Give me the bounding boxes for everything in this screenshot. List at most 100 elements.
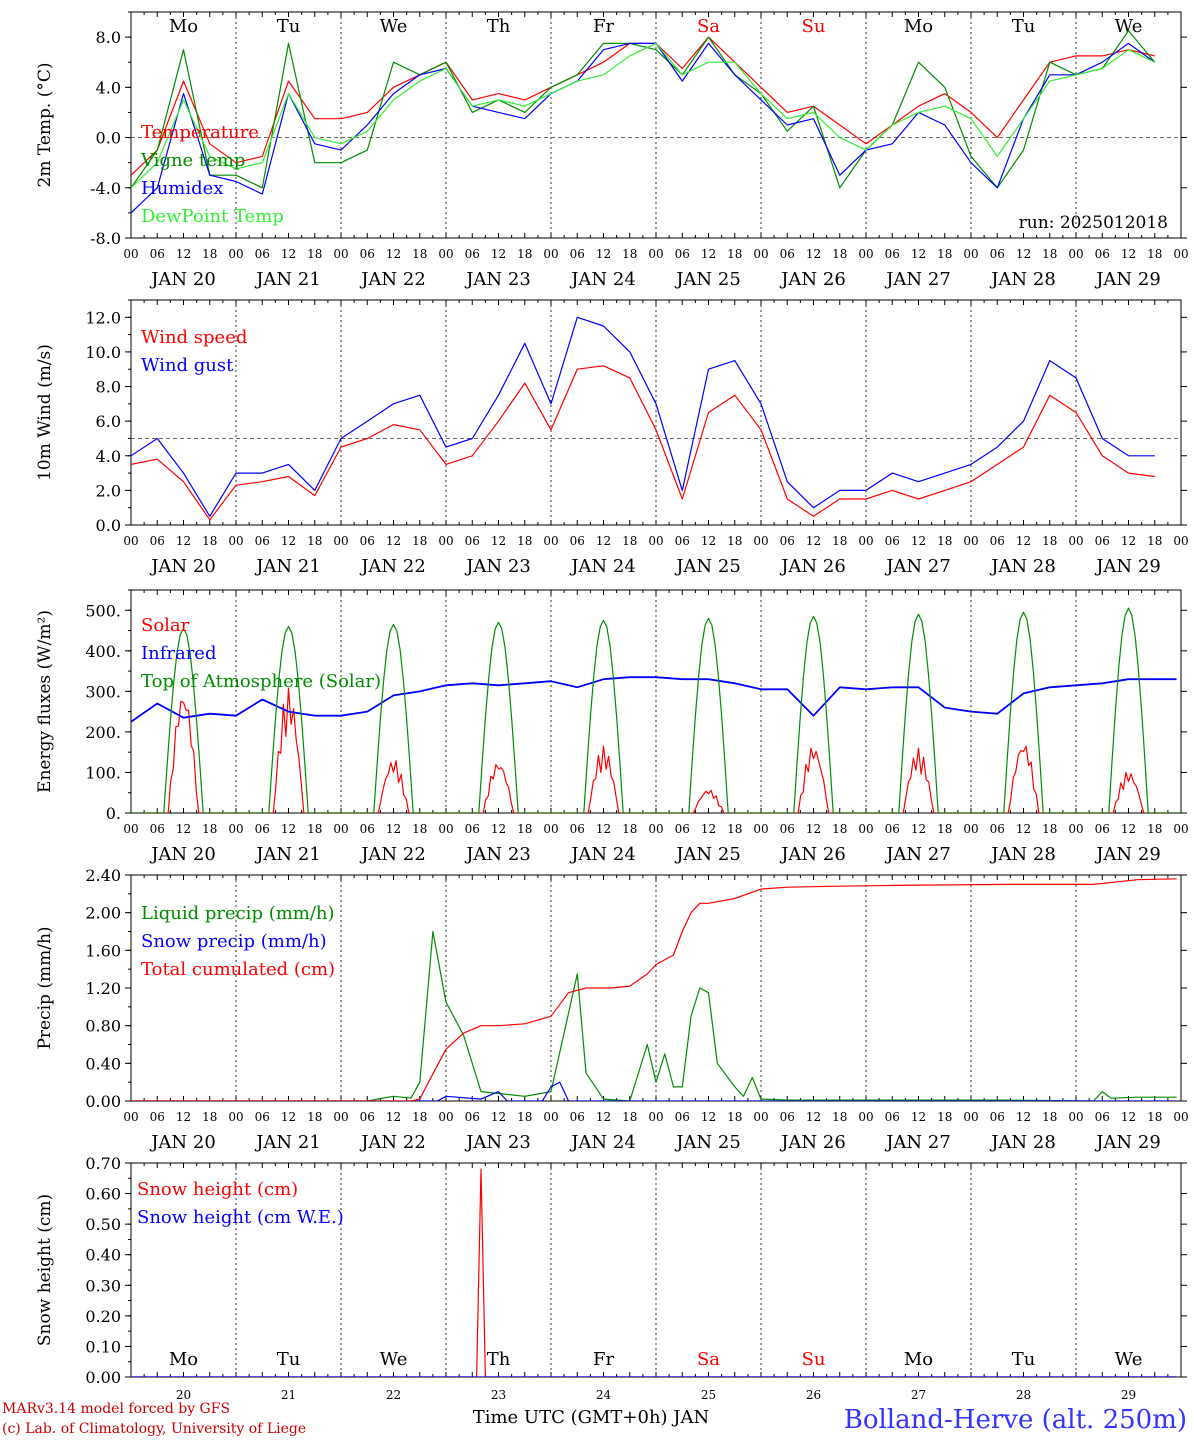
series-line-cumul <box>131 878 1177 1101</box>
y-tick-label: 0.40 <box>85 1246 121 1265</box>
x-hour-label: 00 <box>1173 247 1188 261</box>
x-hour-label: 18 <box>1042 1110 1057 1124</box>
x-hour-label: 06 <box>150 822 165 836</box>
x-hour-label: 06 <box>675 1110 690 1124</box>
x-hour-label: 00 <box>753 247 768 261</box>
x-hour-label: 12 <box>701 534 716 548</box>
x-date-label: JAN 27 <box>884 556 951 577</box>
y-tick-label: 0.00 <box>85 1092 121 1111</box>
y-tick-label: 0.00 <box>85 1368 121 1387</box>
x-hour-label: 12 <box>386 822 401 836</box>
x-hour-label: 18 <box>202 247 217 261</box>
x-hour-label: 00 <box>1173 822 1188 836</box>
weekday-label: Tu <box>277 16 301 37</box>
x-date-label: JAN 24 <box>569 556 636 577</box>
x-hour-label: 00 <box>963 822 978 836</box>
x-hour-label: 06 <box>885 1110 900 1124</box>
x-hour-label: 12 <box>596 534 611 548</box>
series-line-snowprecip <box>131 1081 1177 1101</box>
x-date-label: JAN 20 <box>149 844 216 865</box>
x-hour-label: 18 <box>832 822 847 836</box>
y-tick-label: 0. <box>106 804 121 823</box>
legend-entry: Snow height (cm) <box>137 1179 298 1200</box>
x-hour-label: 06 <box>570 534 585 548</box>
x-hour-label: 18 <box>1147 822 1162 836</box>
x-hour-label: 12 <box>281 534 296 548</box>
x-hour-label: 12 <box>911 1110 926 1124</box>
y-tick-label: 2.40 <box>85 866 121 885</box>
x-hour-label: 00 <box>543 822 558 836</box>
x-hour-label: 00 <box>753 1110 768 1124</box>
x-day-number: 23 <box>491 1388 506 1402</box>
x-hour-label: 12 <box>1121 822 1136 836</box>
x-date-label: JAN 24 <box>569 844 636 865</box>
weekday-label: Th <box>487 1349 511 1370</box>
x-hour-label: 00 <box>228 534 243 548</box>
x-hour-label: 00 <box>1068 822 1083 836</box>
x-date-label: JAN 22 <box>359 844 426 865</box>
x-hour-label: 00 <box>333 822 348 836</box>
x-date-label: JAN 26 <box>779 269 846 290</box>
x-date-label: JAN 29 <box>1094 844 1161 865</box>
x-hour-label: 12 <box>911 822 926 836</box>
x-hour-label: 06 <box>255 534 270 548</box>
y-tick-label: 0.70 <box>85 1154 121 1173</box>
x-hour-label: 06 <box>255 1110 270 1124</box>
y-tick-label: 100. <box>85 763 121 782</box>
x-hour-label: 06 <box>1095 534 1110 548</box>
x-day-number: 25 <box>701 1388 716 1402</box>
x-hour-label: 06 <box>570 1110 585 1124</box>
weekday-label: Mo <box>904 16 933 37</box>
x-hour-label: 00 <box>123 534 138 548</box>
x-hour-label: 12 <box>1121 1110 1136 1124</box>
x-hour-label: 06 <box>570 247 585 261</box>
x-hour-label: 12 <box>491 534 506 548</box>
x-hour-label: 00 <box>858 247 873 261</box>
x-hour-label: 06 <box>150 534 165 548</box>
x-hour-label: 06 <box>1095 1110 1110 1124</box>
y-tick-label: 1.20 <box>85 979 121 998</box>
y-tick-label: 4.0 <box>96 447 121 466</box>
x-date-label: JAN 29 <box>1094 269 1161 290</box>
x-hour-label: 18 <box>832 1110 847 1124</box>
x-hour-label: 06 <box>990 822 1005 836</box>
x-hour-label: 06 <box>885 822 900 836</box>
run-label: run: 2025012018 <box>1019 213 1168 233</box>
x-day-number: 20 <box>176 1388 191 1402</box>
x-date-label: JAN 27 <box>884 1132 951 1153</box>
x-hour-label: 06 <box>360 247 375 261</box>
x-hour-label: 00 <box>543 1110 558 1124</box>
series-group <box>131 316 1155 521</box>
series-line-temperature <box>131 36 1155 176</box>
x-hour-label: 12 <box>701 247 716 261</box>
x-date-label: JAN 22 <box>359 1132 426 1153</box>
y-tick-label: 6.0 <box>96 412 121 431</box>
y-tick-label: 10.0 <box>85 343 121 362</box>
weekday-label: Tu <box>1012 1349 1036 1370</box>
x-hour-label: 18 <box>517 247 532 261</box>
y-tick-label: 2.0 <box>96 481 121 500</box>
weekday-label: We <box>1115 1349 1143 1370</box>
y-tick-label: 400. <box>85 642 121 661</box>
x-hour-label: 18 <box>202 534 217 548</box>
y-axis-label: Snow height (cm) <box>35 1194 55 1346</box>
series-line-toa <box>131 607 1181 813</box>
x-date-label: JAN 28 <box>989 556 1056 577</box>
legend-entry: Wind speed <box>141 327 247 348</box>
y-tick-label: 0.0 <box>96 516 121 535</box>
series-line-liquid <box>131 930 1177 1101</box>
x-hour-label: 18 <box>412 1110 427 1124</box>
x-date-label: JAN 27 <box>884 269 951 290</box>
x-hour-label: 00 <box>648 1110 663 1124</box>
weekday-label: Mo <box>904 1349 933 1370</box>
x-date-label: JAN 22 <box>359 269 426 290</box>
x-hour-label: 12 <box>596 1110 611 1124</box>
x-hour-label: 18 <box>1042 822 1057 836</box>
y-tick-label: 0.80 <box>85 1017 121 1036</box>
x-day-number: 26 <box>806 1388 821 1402</box>
series-line-solar <box>131 687 1181 813</box>
x-hour-label: 00 <box>228 247 243 261</box>
x-hour-label: 00 <box>333 1110 348 1124</box>
x-hour-label: 18 <box>832 534 847 548</box>
